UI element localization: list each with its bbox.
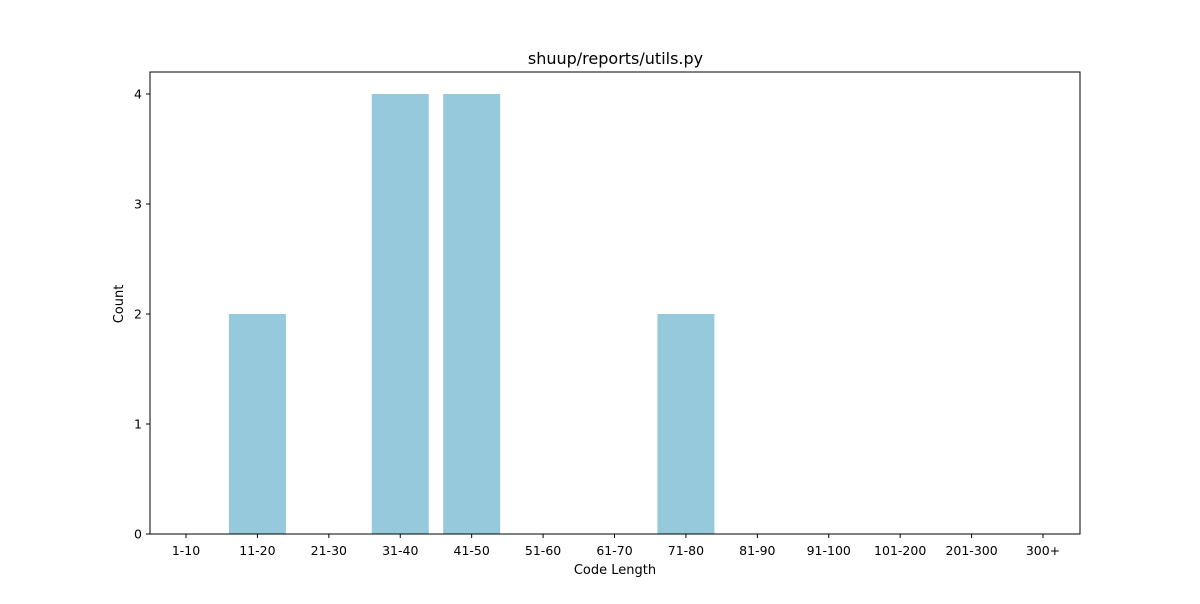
bars-layer xyxy=(228,94,715,534)
plot-frame xyxy=(149,71,1081,535)
x-tick-label: 101-200 xyxy=(874,543,926,558)
y-axis-label: Count xyxy=(112,285,127,324)
bar-31-40 xyxy=(371,94,429,534)
chart-title: shuup/reports/utils.py xyxy=(528,49,703,68)
x-tick-label: 91-100 xyxy=(807,543,851,558)
x-tick-label: 71-80 xyxy=(668,543,704,558)
x-tick-label: 300+ xyxy=(1026,543,1060,558)
y-axis: 0 1 2 3 4 xyxy=(134,87,150,542)
x-tick-label: 201-300 xyxy=(945,543,997,558)
x-tick-label: 1-10 xyxy=(172,543,200,558)
y-tick-label: 4 xyxy=(134,87,142,102)
x-tick-label: 41-50 xyxy=(454,543,490,558)
x-tick-label: 81-90 xyxy=(739,543,775,558)
x-tick-label: 31-40 xyxy=(382,543,418,558)
x-tick-label: 11-20 xyxy=(239,543,275,558)
x-axis: 1-10 11-20 21-30 31-40 41-50 51-60 61-70 71-80 8… xyxy=(172,534,1060,558)
y-tick-label: 2 xyxy=(134,307,142,322)
y-tick-label: 0 xyxy=(134,527,142,542)
x-tick-label: 61-70 xyxy=(596,543,632,558)
bar-71-80 xyxy=(657,314,715,534)
y-tick-label: 1 xyxy=(134,417,142,432)
x-tick-label: 51-60 xyxy=(525,543,561,558)
bar-11-20 xyxy=(228,314,286,534)
x-tick-label: 21-30 xyxy=(311,543,347,558)
y-tick-label: 3 xyxy=(134,197,142,212)
x-axis-label: Code Length xyxy=(574,563,656,578)
bar-41-50 xyxy=(443,94,501,534)
